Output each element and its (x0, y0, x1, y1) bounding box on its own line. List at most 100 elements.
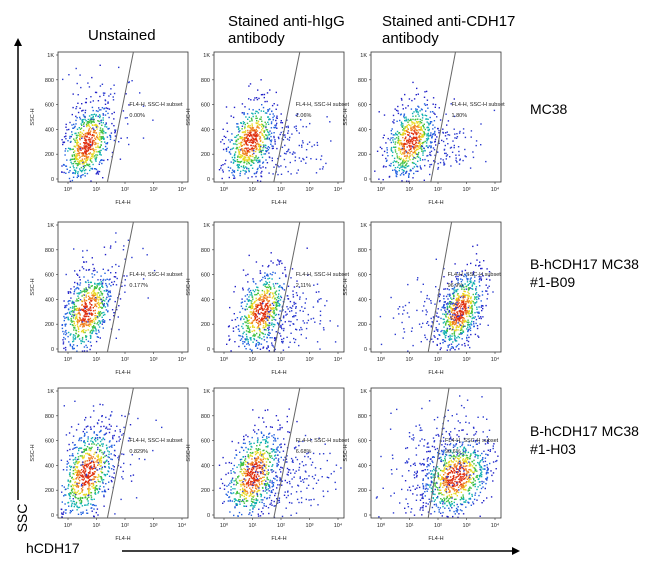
x-tick-label: 10¹ (93, 523, 101, 529)
x-axis-label: FL4-H (115, 200, 130, 206)
y-tick-label: 200 (358, 322, 367, 328)
y-tick-label: 600 (358, 103, 367, 109)
plot-frame (57, 387, 189, 519)
x-tick-label: 10² (277, 523, 285, 529)
x-tick-label: 10¹ (93, 357, 101, 363)
y-tick-label: 0 (364, 347, 367, 353)
plot-frame (370, 51, 502, 183)
y-tick-label: 600 (45, 273, 54, 279)
y-tick-label: 800 (201, 414, 210, 420)
gate-line (273, 387, 301, 519)
x-axis-label: FL4-H (271, 200, 286, 206)
gate-percent-label: 0.00% (129, 113, 145, 119)
gate-line (427, 387, 450, 519)
x-tick-label: 10³ (306, 357, 314, 363)
y-tick-label: 600 (201, 439, 210, 445)
y-tick-label: 200 (45, 322, 54, 328)
x-tick-label: 10² (121, 523, 129, 529)
y-tick-label: 1K (360, 53, 367, 59)
y-tick-label: 0 (207, 177, 210, 183)
gate-percent-label: 96.9% (448, 283, 464, 289)
data-points (61, 232, 156, 352)
y-axis-label: SSC-H (343, 444, 349, 461)
row-label-mc38: MC38 (530, 101, 568, 117)
x-axis-label: FL4-H (428, 200, 443, 206)
x-axis-label: FL4-H (115, 370, 130, 376)
column-header-unstained: Unstained (88, 27, 156, 44)
x-tick-label: 10⁰ (220, 356, 229, 363)
x-tick-label: 10⁴ (491, 356, 500, 363)
y-tick-label: 600 (358, 273, 367, 279)
y-tick-label: 400 (358, 463, 367, 469)
y-axis-label: SSC-H (186, 108, 192, 125)
x-tick-label: 10² (121, 187, 129, 193)
gate-line (106, 221, 134, 353)
plot-frame (370, 387, 502, 519)
plot-panel-2-3: FL4-H, SSC-H subset 96.9% 0 200 400 600 800 1K 1… (343, 221, 502, 376)
x-tick-label: 10⁰ (64, 356, 73, 363)
gate-line (106, 51, 134, 183)
gate-line (273, 221, 301, 353)
x-tick-label: 10⁴ (178, 522, 187, 529)
x-axis-label: FL4-H (271, 536, 286, 542)
y-tick-label: 1K (47, 223, 54, 229)
y-tick-label: 600 (45, 103, 54, 109)
x-tick-label: 10⁰ (64, 522, 73, 529)
gate-name-label: FL4-H, SSC-H subset (296, 102, 350, 108)
plot-panel-3-1: FL4-H, SSC-H subset 0.829% 0 200 400 600 800 1K… (30, 387, 189, 542)
data-points (375, 395, 499, 519)
x-tick-label: 10¹ (406, 187, 414, 193)
y-tick-label: 800 (358, 78, 367, 84)
y-tick-label: 600 (201, 103, 210, 109)
data-points (60, 400, 163, 518)
gate-percent-label: 90.6% (445, 449, 461, 455)
y-tick-label: 200 (201, 322, 210, 328)
y-tick-label: 200 (201, 152, 210, 158)
plot-frame (213, 51, 345, 183)
y-tick-label: 800 (45, 248, 54, 254)
y-tick-label: 400 (358, 127, 367, 133)
y-tick-label: 1K (47, 53, 54, 59)
y-axis-label: SSC-H (30, 444, 36, 461)
y-tick-label: 1K (203, 389, 210, 395)
x-tick-label: 10³ (463, 357, 471, 363)
x-tick-label: 10⁴ (334, 356, 343, 363)
gate-name-label: FL4-H, SSC-H subset (129, 272, 183, 278)
y-tick-label: 1K (203, 223, 210, 229)
y-tick-label: 600 (201, 273, 210, 279)
y-tick-label: 400 (201, 297, 210, 303)
y-tick-label: 600 (45, 439, 54, 445)
plot-frame (213, 221, 345, 353)
data-points (61, 64, 154, 182)
y-tick-label: 0 (51, 177, 54, 183)
x-tick-label: 10⁴ (178, 186, 187, 193)
x-axis-label: FL4-H (428, 370, 443, 376)
y-tick-label: 400 (45, 127, 54, 133)
y-tick-label: 0 (207, 347, 210, 353)
y-tick-label: 0 (364, 513, 367, 519)
y-tick-label: 200 (358, 152, 367, 158)
x-tick-label: 10² (277, 357, 285, 363)
x-axis-label: FL4-H (115, 536, 130, 542)
gate-percent-label: 0.829% (129, 449, 148, 455)
plot-panel-3-3: FL4-H, SSC-H subset 90.6% 0 200 400 600 800 1K 1… (343, 387, 502, 542)
y-tick-label: 0 (51, 513, 54, 519)
x-tick-label: 10⁴ (334, 186, 343, 193)
x-tick-label: 10⁴ (491, 186, 500, 193)
y-tick-label: 0 (364, 177, 367, 183)
x-tick-label: 10³ (306, 523, 314, 529)
y-tick-label: 800 (201, 248, 210, 254)
x-tick-label: 10¹ (406, 357, 414, 363)
x-tick-label: 10¹ (249, 357, 257, 363)
y-tick-label: 1K (360, 389, 367, 395)
x-axis-label: FL4-H (271, 370, 286, 376)
plot-panel-1-3: FL4-H, SSC-H subset 1.80% 0 200 400 600 800 1K 1… (343, 51, 505, 206)
x-tick-label: 10⁴ (334, 522, 343, 529)
x-tick-label: 10² (277, 187, 285, 193)
gate-percent-label: 1.80% (452, 113, 468, 119)
data-points (379, 244, 494, 352)
y-tick-label: 400 (201, 463, 210, 469)
x-tick-label: 10⁰ (377, 522, 386, 529)
y-tick-label: 1K (203, 53, 210, 59)
